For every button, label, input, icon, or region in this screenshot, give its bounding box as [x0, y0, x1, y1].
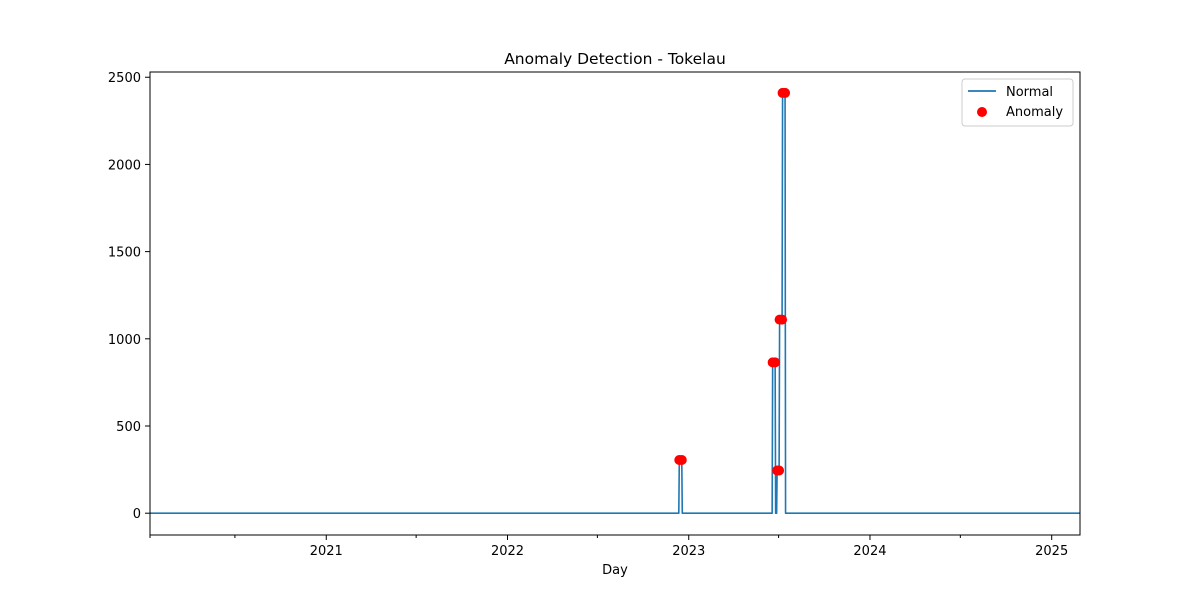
y-tick-label: 2500 [108, 71, 141, 86]
y-tick-label: 1000 [108, 333, 141, 348]
chart-title: Anomaly Detection - Tokelau [504, 50, 726, 68]
anomaly-point-3 [770, 357, 781, 368]
anomaly-point-9 [780, 87, 791, 98]
y-tick-label: 500 [116, 420, 141, 435]
anomaly-point-7 [777, 314, 788, 325]
x-tick-label: 2025 [1035, 544, 1068, 559]
x-tick-label: 2023 [672, 544, 705, 559]
y-axis: 0 500 1000 1500 2000 2500 [108, 71, 150, 522]
y-tick-label: 1500 [108, 246, 141, 261]
legend[interactable]: Normal Anomaly [961, 78, 1074, 127]
y-tick-label: 0 [133, 507, 141, 522]
plot-marks [150, 87, 1080, 515]
anomaly-point-1 [676, 455, 687, 466]
x-tick-label: 2021 [310, 544, 343, 559]
legend-normal-label: Normal [1006, 85, 1053, 100]
y-tick-label: 2000 [108, 158, 141, 173]
x-tick-label: 2022 [491, 544, 524, 559]
x-axis: 2021 2022 2023 2024 2025 [149, 535, 1068, 559]
legend-anomaly-swatch [977, 107, 987, 117]
legend-anomaly-label: Anomaly [1006, 105, 1063, 120]
anomaly-point-5 [774, 465, 785, 476]
plot-frame [149, 71, 1081, 536]
x-axis-title: Day [602, 563, 628, 578]
x-tick-label: 2024 [853, 544, 886, 559]
